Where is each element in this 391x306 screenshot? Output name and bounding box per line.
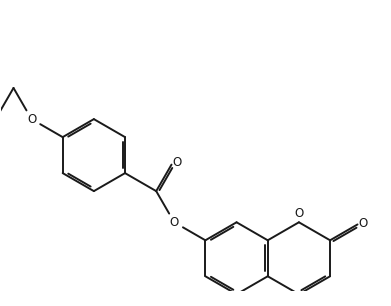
- Text: O: O: [172, 156, 181, 169]
- Text: O: O: [170, 216, 179, 229]
- Text: O: O: [27, 113, 36, 126]
- Text: O: O: [294, 207, 303, 220]
- Text: O: O: [359, 217, 368, 230]
